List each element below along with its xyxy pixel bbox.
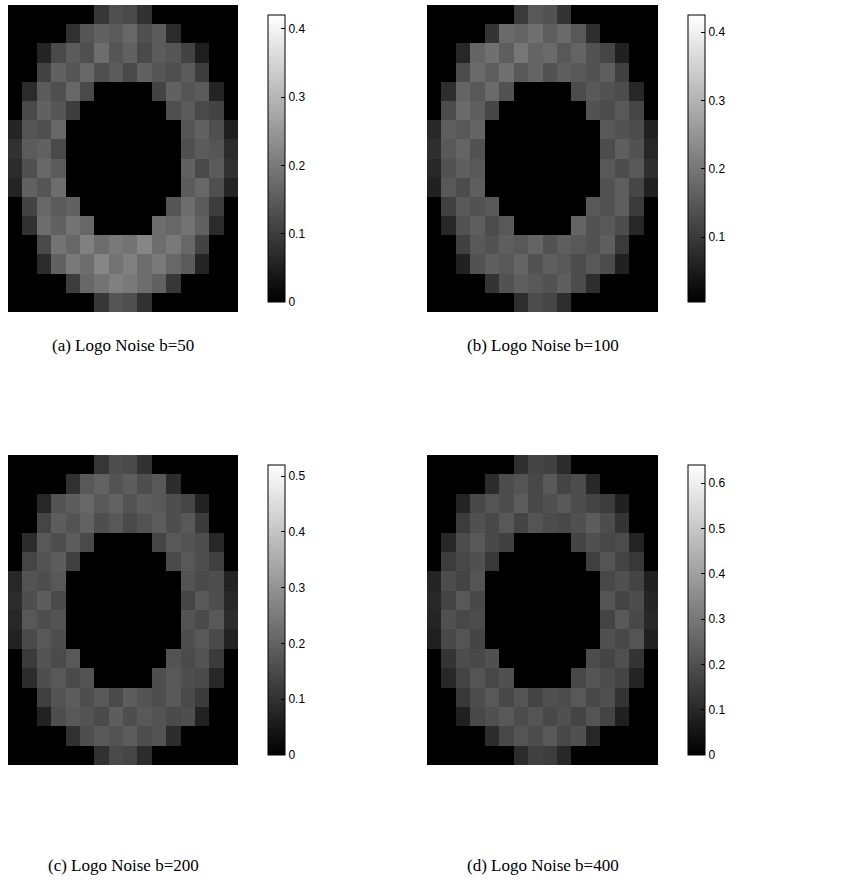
svg-text:0.1: 0.1 <box>288 227 305 241</box>
svg-text:0.4: 0.4 <box>708 25 725 39</box>
svg-text:0.6: 0.6 <box>708 476 725 490</box>
svg-text:0.2: 0.2 <box>288 159 305 173</box>
svg-text:0.5: 0.5 <box>288 469 305 483</box>
svg-text:0.4: 0.4 <box>708 567 725 581</box>
svg-text:0: 0 <box>708 748 715 762</box>
svg-text:(d) Logo Noise b=400: (d) Logo Noise b=400 <box>467 856 619 875</box>
svg-text:0.3: 0.3 <box>708 94 725 108</box>
svg-text:0.3: 0.3 <box>288 90 305 104</box>
svg-text:0.1: 0.1 <box>708 703 725 717</box>
svg-text:0.2: 0.2 <box>708 658 725 672</box>
svg-text:0.5: 0.5 <box>708 522 725 536</box>
svg-text:(b) Logo Noise b=100: (b) Logo Noise b=100 <box>467 336 619 355</box>
svg-text:(c) Logo Noise b=200: (c) Logo Noise b=200 <box>48 856 199 875</box>
svg-text:0.1: 0.1 <box>708 230 725 244</box>
svg-text:0: 0 <box>288 748 295 762</box>
svg-text:(a) Logo Noise b=50: (a) Logo Noise b=50 <box>52 336 194 355</box>
svg-text:0.3: 0.3 <box>288 581 305 595</box>
svg-text:0.4: 0.4 <box>288 525 305 539</box>
svg-text:0.2: 0.2 <box>708 162 725 176</box>
svg-text:0.1: 0.1 <box>288 692 305 706</box>
svg-text:0.2: 0.2 <box>288 637 305 651</box>
svg-text:0: 0 <box>288 295 295 309</box>
svg-text:0.4: 0.4 <box>288 22 305 36</box>
svg-text:0.3: 0.3 <box>708 612 725 626</box>
